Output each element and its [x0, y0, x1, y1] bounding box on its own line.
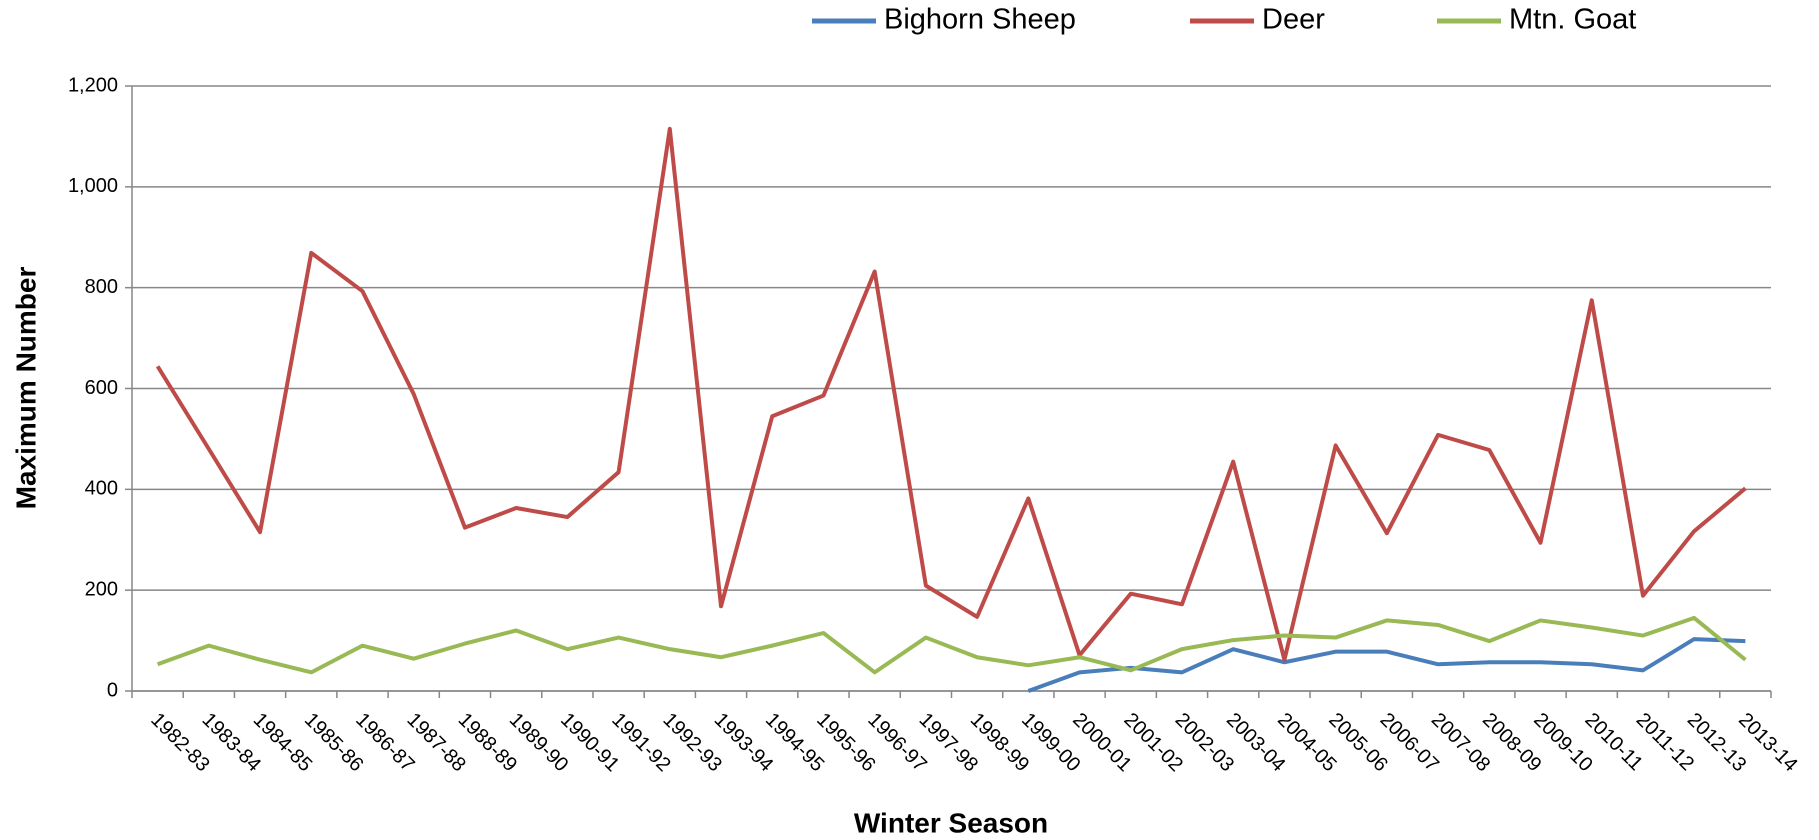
y-tick-label: 800	[85, 276, 118, 298]
x-axis-title: Winter Season	[854, 807, 1048, 838]
series-line	[156, 615, 1747, 675]
legend-label: Mtn. Goat	[1509, 4, 1636, 36]
legend-label: Deer	[1262, 4, 1325, 36]
y-tick-label: 1,200	[68, 74, 118, 96]
y-tick-label: 1,000	[68, 175, 118, 197]
y-tick-label: 0	[107, 679, 118, 701]
legend-label: Bighorn Sheep	[884, 4, 1076, 36]
y-tick-label: 600	[85, 377, 118, 399]
series-line	[1027, 637, 1746, 693]
y-tick-label: 200	[85, 578, 118, 600]
y-tick-label: 400	[85, 478, 118, 500]
y-axis-title: Maximum Number	[10, 267, 41, 510]
series-line	[155, 126, 1747, 662]
